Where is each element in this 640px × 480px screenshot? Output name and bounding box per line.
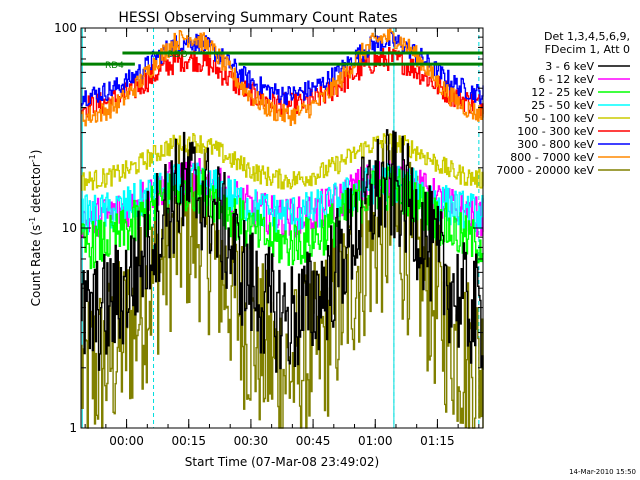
legend: Det 1,3,4,5,6,9, FDecim 1, Att 0 3 - 6 k… — [496, 30, 630, 177]
legend-label-5: 100 - 300 keV — [517, 125, 594, 138]
footer-timestamp: 14-Mar-2010 15:50 — [569, 468, 636, 476]
legend-label-4: 50 - 100 keV — [524, 112, 594, 125]
series-line-7 — [81, 28, 484, 127]
x-tick-label: 01:15 — [420, 434, 455, 448]
y-tick-label: 1 — [69, 421, 77, 435]
series-4 — [81, 132, 484, 191]
series-3 — [81, 161, 484, 235]
x-tick-label: 00:45 — [296, 434, 331, 448]
legend-label-0: 3 - 6 keV — [545, 60, 594, 73]
series-line-0 — [81, 129, 484, 373]
x-tick-label: 00:15 — [171, 434, 206, 448]
flag-label-1: RD4 — [105, 61, 124, 71]
series-line-3 — [81, 161, 484, 235]
series-7 — [81, 28, 484, 127]
x-tick-label: 00:00 — [109, 434, 144, 448]
y-axis-label: Count Rate (s-1 detector-1) — [28, 150, 43, 307]
legend-header-line-1: Det 1,3,4,5,6,9, — [544, 30, 630, 43]
legend-label-1: 6 - 12 keV — [538, 73, 594, 86]
data-layer: RDO RD4 — [81, 28, 484, 429]
x-tick-label: 00:30 — [234, 434, 269, 448]
axes: 00:00 00:15 00:30 00:45 01:00 01:15 1 10 100 — [54, 21, 483, 448]
y-tick-label: 100 — [54, 21, 77, 35]
series-6 — [81, 31, 484, 107]
x-tick-label: 01:00 — [358, 434, 393, 448]
flag-label-0: RDO — [167, 50, 187, 60]
legend-header-line-2: FDecim 1, Att 0 — [545, 43, 630, 56]
series-0 — [81, 129, 484, 373]
legend-label-2: 12 - 25 keV — [531, 86, 594, 99]
legend-label-7: 800 - 7000 keV — [510, 151, 594, 164]
series-line-6 — [81, 31, 484, 107]
series-line-5 — [81, 47, 484, 118]
x-axis-label: Start Time (07-Mar-08 23:49:02) — [185, 455, 379, 469]
y-tick-label: 10 — [62, 221, 77, 235]
series-line-4 — [81, 132, 484, 191]
legend-label-6: 300 - 800 keV — [517, 138, 594, 151]
chart-title: HESSI Observing Summary Count Rates — [118, 10, 397, 26]
series-5 — [81, 47, 484, 118]
legend-label-3: 25 - 50 keV — [531, 99, 594, 112]
legend-label-8: 7000 - 20000 keV — [496, 164, 594, 177]
